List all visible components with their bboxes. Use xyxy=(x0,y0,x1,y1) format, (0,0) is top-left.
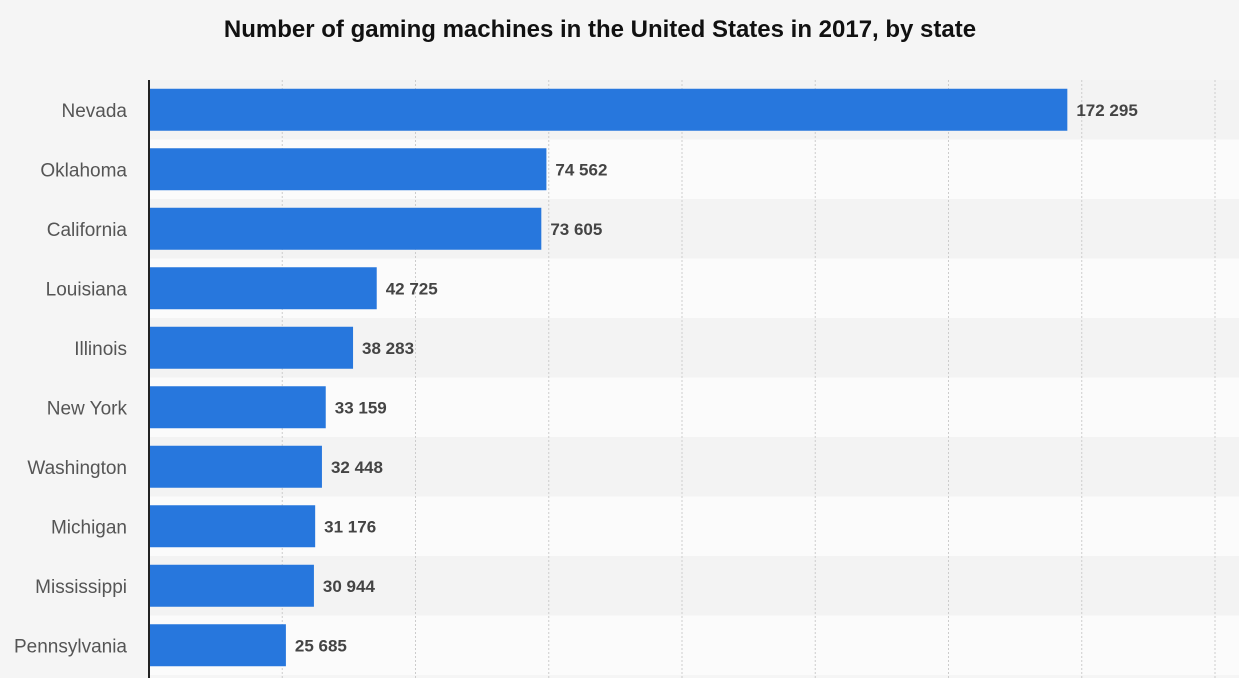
bar xyxy=(149,88,1068,131)
value-label: 38 283 xyxy=(362,339,414,358)
value-label: 42 725 xyxy=(386,279,438,298)
category-label: New York xyxy=(47,398,128,419)
bar xyxy=(149,386,326,429)
bar xyxy=(149,326,354,369)
category-label: Washington xyxy=(27,458,127,479)
bars xyxy=(149,88,1068,667)
value-label: 33 159 xyxy=(335,398,387,417)
row-band xyxy=(149,377,1239,437)
category-label: Mississippi xyxy=(35,577,127,598)
category-label: Nevada xyxy=(62,101,128,122)
category-label: Oklahoma xyxy=(40,160,127,181)
category-labels: Nevada Oklahoma California Louisiana Illinoi… xyxy=(14,101,128,658)
bar xyxy=(149,564,314,607)
bar xyxy=(149,445,322,488)
bar xyxy=(149,505,316,548)
category-label: Illinois xyxy=(74,339,127,360)
row-band xyxy=(149,437,1239,497)
value-labels: 172 295 74 562 73 605 42 725 38 283 33 159 32 … xyxy=(295,101,1138,656)
value-label: 73 605 xyxy=(550,220,602,239)
category-label: California xyxy=(47,220,128,241)
value-label: 25 685 xyxy=(295,636,347,655)
bar xyxy=(149,148,547,191)
value-label: 30 944 xyxy=(323,577,376,596)
row-band xyxy=(149,496,1239,556)
value-label: 74 562 xyxy=(555,160,607,179)
value-label: 172 295 xyxy=(1076,101,1137,120)
category-label: Michigan xyxy=(51,517,127,538)
value-label: 31 176 xyxy=(324,517,376,536)
bar xyxy=(149,207,542,250)
row-band xyxy=(149,615,1239,675)
bar xyxy=(149,624,286,667)
chart-title: Number of gaming machines in the United … xyxy=(223,16,977,43)
category-label: Louisiana xyxy=(46,279,128,300)
category-label: Pennsylvania xyxy=(14,636,127,657)
bar xyxy=(149,267,377,310)
value-label: 32 448 xyxy=(331,458,383,477)
row-band xyxy=(149,556,1239,616)
